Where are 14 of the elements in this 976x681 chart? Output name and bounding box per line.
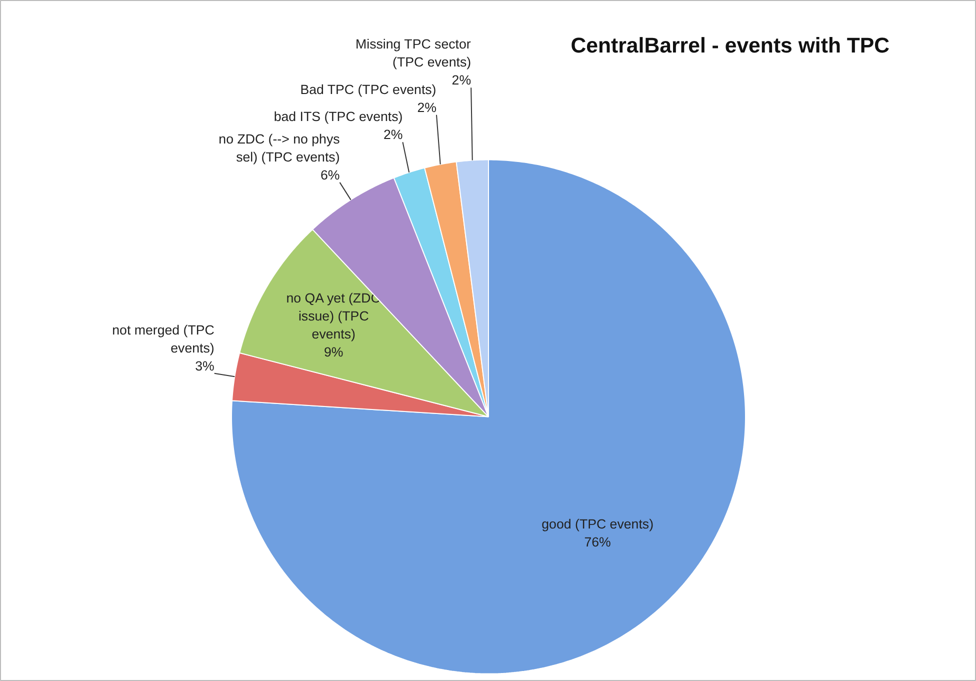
data-label: 76% [584, 534, 612, 550]
chart-title: CentralBarrel - events with TPC [570, 34, 890, 58]
data-label: 3% [195, 358, 215, 374]
data-label: 2% [452, 72, 472, 88]
slice-label: not merged (TPC events) [112, 322, 215, 356]
slice-label: good (TPC events) [542, 516, 654, 532]
data-label: 6% [320, 167, 340, 182]
slice-label: Missing TPC sector (TPC events) [356, 36, 472, 70]
slice-label: no ZDC (--> no phys sel) (TPC events) [218, 131, 340, 164]
data-label: 2% [417, 100, 437, 115]
data-label: 9% [324, 344, 344, 360]
slice-label: Bad TPC (TPC events) [300, 82, 436, 97]
data-label: 2% [383, 127, 403, 142]
slice-label: bad ITS (TPC events) [274, 109, 403, 124]
